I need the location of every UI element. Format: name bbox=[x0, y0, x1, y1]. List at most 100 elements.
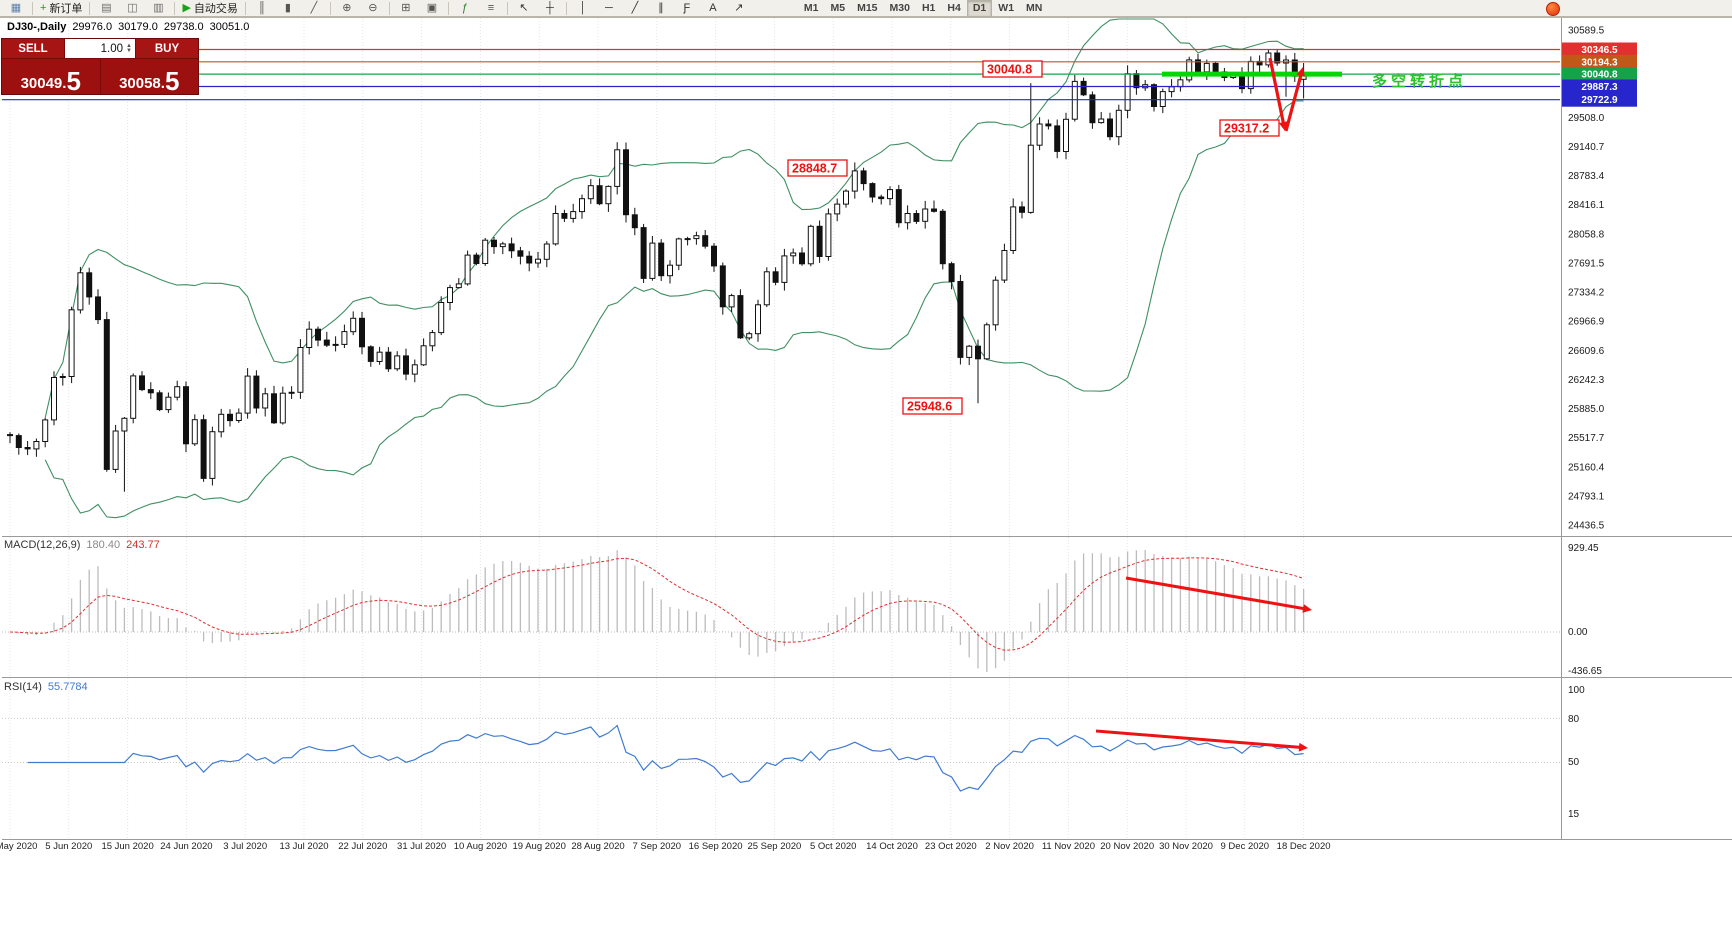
candle bbox=[297, 339, 304, 399]
candle bbox=[7, 432, 13, 444]
candle bbox=[517, 246, 524, 265]
trend-arrow[interactable] bbox=[1125, 576, 1307, 611]
price-callout[interactable] bbox=[902, 397, 963, 415]
channel-button[interactable]: ∥ bbox=[648, 0, 674, 17]
candle bbox=[1063, 112, 1069, 160]
indicators-icon: ƒ bbox=[461, 1, 468, 14]
candle bbox=[1027, 83, 1034, 214]
buy-button[interactable]: BUY bbox=[136, 39, 198, 58]
text-button[interactable]: A bbox=[700, 0, 726, 17]
candle bbox=[834, 198, 841, 222]
sell-price[interactable]: 30049. 5 bbox=[2, 59, 101, 95]
candlestick-button[interactable]: ▮ bbox=[275, 0, 301, 17]
timeframe-m1-button[interactable]: M1 bbox=[803, 2, 819, 14]
arrows-button[interactable]: ↗ bbox=[726, 0, 752, 17]
candle bbox=[332, 336, 339, 352]
new-chart-button[interactable]: ▦ bbox=[3, 0, 29, 17]
timeframe-m5-button[interactable]: M5 bbox=[830, 2, 846, 14]
candle bbox=[455, 278, 462, 289]
candle bbox=[1256, 55, 1263, 72]
profiles-button[interactable]: ▤ bbox=[93, 0, 119, 17]
horizontal-line-button[interactable]: ─ bbox=[596, 0, 622, 17]
autotrade-button[interactable]: ▶ 自动交易 bbox=[178, 0, 241, 17]
price-callout[interactable] bbox=[1219, 119, 1280, 137]
new-order-button[interactable]: + 新订单 bbox=[36, 0, 86, 17]
svg-text:30589.5: 30589.5 bbox=[1568, 26, 1605, 37]
candle bbox=[570, 203, 577, 223]
crosshair-button[interactable]: ┼ bbox=[537, 0, 563, 17]
macd-axis[interactable]: 929.45 0.00 -436.65 bbox=[1568, 543, 1602, 677]
templates-button[interactable]: ≡ bbox=[478, 0, 504, 17]
candle bbox=[1001, 243, 1008, 283]
price-tag bbox=[1562, 54, 1637, 69]
candle bbox=[491, 237, 497, 254]
rsi-axis[interactable]: 100 80 50 15 bbox=[1568, 685, 1585, 820]
sell-button[interactable]: SELL bbox=[2, 39, 64, 58]
vertical-line-button[interactable]: │ bbox=[570, 0, 596, 17]
trendline-button[interactable]: ╱ bbox=[622, 0, 648, 17]
navigator-button[interactable]: ▥ bbox=[145, 0, 171, 17]
toolbar-separator bbox=[329, 1, 331, 15]
trend-arrow[interactable] bbox=[1095, 729, 1303, 749]
notification-badge-icon[interactable] bbox=[1546, 2, 1560, 16]
high-value: 30179.0 bbox=[118, 21, 158, 33]
candle bbox=[51, 371, 57, 426]
candle bbox=[77, 266, 84, 314]
candle bbox=[693, 231, 700, 245]
svg-text:5 Oct 2020: 5 Oct 2020 bbox=[810, 841, 856, 852]
candle bbox=[746, 331, 753, 341]
timeframe-m15-button[interactable]: M15 bbox=[857, 2, 878, 14]
svg-text:100: 100 bbox=[1568, 685, 1585, 696]
candle bbox=[1098, 112, 1105, 124]
cursor-icon: ↖ bbox=[519, 1, 529, 14]
timeframe-h4-button[interactable]: H4 bbox=[947, 2, 961, 14]
svg-text:0.00: 0.00 bbox=[1568, 627, 1588, 638]
lot-size-input[interactable]: 1.00 ▲ ▼ bbox=[64, 39, 136, 58]
candle bbox=[1168, 79, 1175, 98]
candle bbox=[147, 382, 154, 400]
svg-text:16 Sep 2020: 16 Sep 2020 bbox=[689, 841, 743, 852]
timeframe-mn-button[interactable]: MN bbox=[1026, 2, 1043, 14]
candle bbox=[1239, 67, 1245, 94]
annotations[interactable]: 30040.8 28848.7 25948.6 29317.2 多空转折点 bbox=[787, 57, 1467, 752]
candle bbox=[183, 381, 189, 453]
cursor-button[interactable]: ↖ bbox=[511, 0, 537, 17]
buy-price[interactable]: 30058. 5 bbox=[101, 59, 199, 95]
cascade-windows-button[interactable]: ▣ bbox=[419, 0, 445, 17]
svg-text:929.45: 929.45 bbox=[1568, 543, 1599, 554]
timeframe-d1-button[interactable]: D1 bbox=[966, 0, 993, 17]
candle bbox=[807, 224, 814, 267]
trend-arrow[interactable] bbox=[1284, 72, 1304, 132]
candle bbox=[667, 260, 673, 284]
svg-text:25517.7: 25517.7 bbox=[1568, 433, 1605, 444]
zoom-in-button[interactable]: ⊕ bbox=[334, 0, 360, 17]
macd-indicator-label: MACD(12,26,9) 180.40 243.77 bbox=[4, 539, 160, 551]
navigator-icon: ▥ bbox=[153, 1, 164, 14]
turning-point-text[interactable]: 多空转折点 bbox=[1372, 72, 1467, 90]
candle bbox=[1300, 63, 1307, 99]
stepper-down-icon[interactable]: ▼ bbox=[126, 47, 132, 54]
price-callout[interactable] bbox=[787, 159, 848, 177]
svg-text:25948.6: 25948.6 bbox=[907, 400, 952, 414]
timeframe-w1-button[interactable]: W1 bbox=[998, 2, 1015, 14]
symbol-period-label: DJ30-,Daily bbox=[7, 21, 67, 33]
candle bbox=[772, 267, 779, 286]
fibonacci-button[interactable]: Ƒ bbox=[674, 0, 700, 17]
tile-windows-button[interactable]: ⊞ bbox=[393, 0, 419, 17]
market-watch-button[interactable]: ◫ bbox=[119, 0, 145, 17]
timeframe-m30-button[interactable]: M30 bbox=[889, 2, 910, 14]
price-callout[interactable] bbox=[982, 60, 1043, 78]
stepper-up-icon[interactable]: ▲ bbox=[126, 42, 132, 49]
bar-chart-button[interactable]: ║ bbox=[249, 0, 275, 17]
candle bbox=[957, 274, 964, 365]
indicators-button[interactable]: ƒ bbox=[452, 0, 478, 17]
zoom-out-button[interactable]: ⊖ bbox=[360, 0, 386, 17]
lot-stepper[interactable]: ▲ ▼ bbox=[126, 42, 132, 54]
date-axis[interactable]: 27 May 2020 5 Jun 2020 15 Jun 2020 24 Jun 2… bbox=[0, 841, 1331, 852]
timeframe-h1-button[interactable]: H1 bbox=[921, 2, 936, 14]
trend-arrow[interactable] bbox=[1268, 57, 1286, 126]
macd-panel bbox=[2, 550, 1560, 672]
line-chart-button[interactable]: ╱ bbox=[301, 0, 327, 17]
